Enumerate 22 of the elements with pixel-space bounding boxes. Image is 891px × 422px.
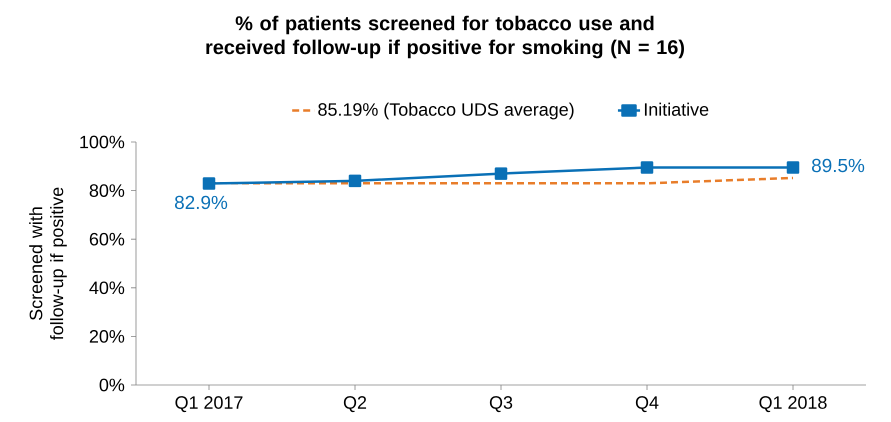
x-tick-label: Q1 2018: [759, 396, 827, 412]
data-label: 82.9%: [174, 196, 228, 210]
y-tick-label: 100%: [80, 136, 124, 148]
point: [494, 167, 508, 180]
legend-label: Initiative: [644, 102, 708, 116]
point: [348, 174, 362, 188]
data-label: 89.5%: [812, 158, 864, 172]
chart-title: % of patients screened for tobacco use and received follow-up if positive for smoking (N = 16): [206, 16, 684, 58]
y-axis-title: Screened with follow-up if positive: [29, 188, 67, 340]
legend-label: 85.19% (Tobacco UDS average): [318, 102, 574, 120]
y-tick-label: 0%: [100, 378, 124, 392]
y-tick-label: 60%: [90, 232, 124, 246]
point: [640, 161, 654, 174]
point: [202, 177, 216, 190]
x-tick-label: Q4: [636, 396, 658, 412]
y-tick-label: 20%: [90, 330, 124, 343]
point: [786, 161, 800, 174]
x-tick-label: Q1 2017: [175, 396, 242, 412]
x-tick-label: Q2: [344, 396, 366, 412]
y-tick-label: 80%: [90, 184, 124, 197]
y-tick-label: 40%: [89, 281, 124, 294]
x-tick-label: Q3: [490, 396, 512, 412]
